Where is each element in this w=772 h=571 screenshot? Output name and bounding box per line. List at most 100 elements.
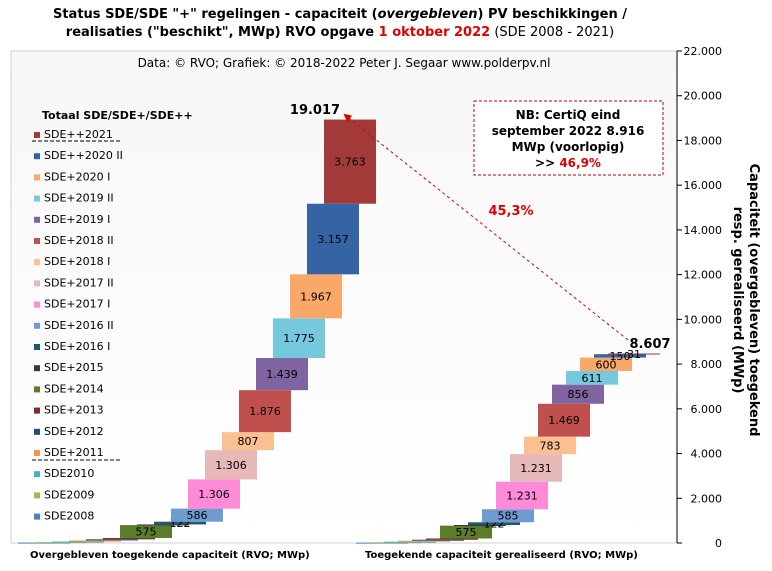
legend-swatch xyxy=(34,195,40,202)
legend-entry: SDE2010 xyxy=(44,467,94,480)
bar-segment xyxy=(222,432,274,451)
legend-swatch xyxy=(34,513,40,520)
bar-segment xyxy=(86,539,138,541)
total-label-right: 8.607 xyxy=(629,337,670,352)
bar-segment xyxy=(510,454,562,482)
y-tick-label: 6.000 xyxy=(691,403,723,416)
bar-segment xyxy=(137,524,189,526)
bar-segment xyxy=(524,436,576,455)
legend-swatch xyxy=(34,450,40,456)
y-tick-label: 14.000 xyxy=(684,224,723,237)
bar-segment xyxy=(69,540,121,542)
bar-segment xyxy=(324,119,376,204)
title-range: (SDE 2008 - 2021) xyxy=(490,25,615,40)
right-axis-label-line-1: Capaciteit (overgebleven) toegekend xyxy=(746,163,761,437)
y-tick-label: 22.000 xyxy=(684,45,723,58)
source-text: Data: © RVO; Grafiek: © 2018-2022 Peter … xyxy=(138,56,551,70)
chart-title: Status SDE/SDE "+" regelingen - capacite… xyxy=(0,6,680,42)
bar-segment xyxy=(188,479,240,509)
total-label-left: 19.017 xyxy=(290,103,340,118)
bar-segment xyxy=(468,522,520,526)
y-tick-label: 20.000 xyxy=(684,90,723,103)
bar-data-label: 1.775 xyxy=(283,332,315,345)
right-axis-label-line-2: resp. gerealiseerd (MWp) xyxy=(730,206,745,394)
legend-swatch xyxy=(34,153,40,160)
bar-data-label: 807 xyxy=(238,435,259,448)
legend-entry: SDE++2021 xyxy=(44,128,113,141)
bar-data-label: 1.231 xyxy=(520,462,552,475)
title-part-3: realisaties ("beschikt", MWp) RVO opgave xyxy=(65,25,379,40)
legend-entry: SDE+2014 xyxy=(44,382,104,395)
bar-segment xyxy=(454,525,506,527)
bar-segment xyxy=(273,318,325,359)
bar-segment xyxy=(239,390,291,433)
bar-data-label: 611 xyxy=(582,372,603,385)
title-part-2: ) PV beschikkingen / xyxy=(477,7,628,22)
legend-swatch xyxy=(34,216,40,223)
bar-data-label: 31 xyxy=(627,348,641,361)
y-tick-label: 8.000 xyxy=(691,358,723,371)
bar-data-label: 585 xyxy=(498,510,519,523)
bar-data-label: 1.231 xyxy=(506,489,538,502)
bar-data-label: 783 xyxy=(540,439,561,452)
legend: SDE++2021 SDE++2020 II SDE+2020 I SDE+2019 … xyxy=(34,128,123,523)
bar-segment xyxy=(52,541,104,543)
legend-entry: SDE+2018 I xyxy=(44,255,110,268)
bar-segment xyxy=(482,509,534,523)
bar-data-label: 1.306 xyxy=(198,488,230,501)
legend-swatch xyxy=(34,280,40,287)
bar-segment xyxy=(205,450,257,480)
legend-entry: SDE+2019 I xyxy=(44,213,110,226)
bar-segment xyxy=(120,525,172,538)
bar-segment xyxy=(154,521,206,525)
bar-segment xyxy=(307,203,359,275)
legend-swatch xyxy=(34,471,40,478)
bar-segment xyxy=(256,358,308,391)
legend-swatch xyxy=(34,365,40,372)
legend-swatch xyxy=(34,301,40,308)
legend-swatch xyxy=(34,407,40,414)
y-tick-label: 2.000 xyxy=(691,492,723,505)
legend-swatch xyxy=(34,132,40,138)
legend-swatch xyxy=(34,322,40,329)
legend-swatch xyxy=(34,386,40,393)
bar-segment xyxy=(103,537,155,540)
x-label-left: Overgebleven toegekende capaciteit (RVO;… xyxy=(30,550,310,561)
legend-entry: SDE+2020 I xyxy=(44,170,110,183)
bar-segment xyxy=(594,354,646,358)
legend-entry: SDE+2017 I xyxy=(44,298,110,311)
legend-entry: SDE++2020 II xyxy=(44,149,123,162)
y-tick-label: 10.000 xyxy=(684,313,723,326)
bar-segment xyxy=(580,357,632,371)
legend-swatch xyxy=(34,174,40,181)
legend-title: Totaal SDE/SDE+/SDE++ xyxy=(42,109,193,122)
legend-swatch xyxy=(34,492,40,499)
note-prefix: >> xyxy=(535,156,559,170)
bar-segment xyxy=(426,538,478,540)
legend-entry: SDE+2012 xyxy=(44,425,104,438)
growth-arrow xyxy=(343,113,629,341)
legend-swatch xyxy=(34,238,40,244)
legend-entry: SDE+2016 I xyxy=(44,340,110,353)
legend-entry: SDE+2013 xyxy=(44,404,104,417)
legend-swatch xyxy=(34,428,40,435)
y-axis: 0 2.000 4.000 6.000 8.000 10.000 12.000 14.000 1… xyxy=(676,45,723,550)
bar-segment xyxy=(290,274,342,319)
y-tick-label: 4.000 xyxy=(691,448,723,461)
legend-entry: SDE2008 xyxy=(44,510,94,523)
bar-segment xyxy=(35,542,87,544)
bar-data-label: 1.967 xyxy=(300,290,332,303)
legend-entry: SDE+2017 II xyxy=(44,276,114,289)
bar-data-label: 1.306 xyxy=(215,459,247,472)
bar-data-label: 600 xyxy=(596,358,617,371)
y-tick-label: 16.000 xyxy=(684,179,723,192)
bar-segment xyxy=(412,539,464,541)
bar-segment xyxy=(552,384,604,404)
y-tick-label: 12.000 xyxy=(684,269,723,282)
bar-segment xyxy=(440,525,492,539)
y-tick-label: 0 xyxy=(715,537,722,550)
bar-data-label: 3.157 xyxy=(317,233,349,246)
bar-segment xyxy=(171,508,223,522)
growth-percentage: 45,3% xyxy=(488,204,533,219)
